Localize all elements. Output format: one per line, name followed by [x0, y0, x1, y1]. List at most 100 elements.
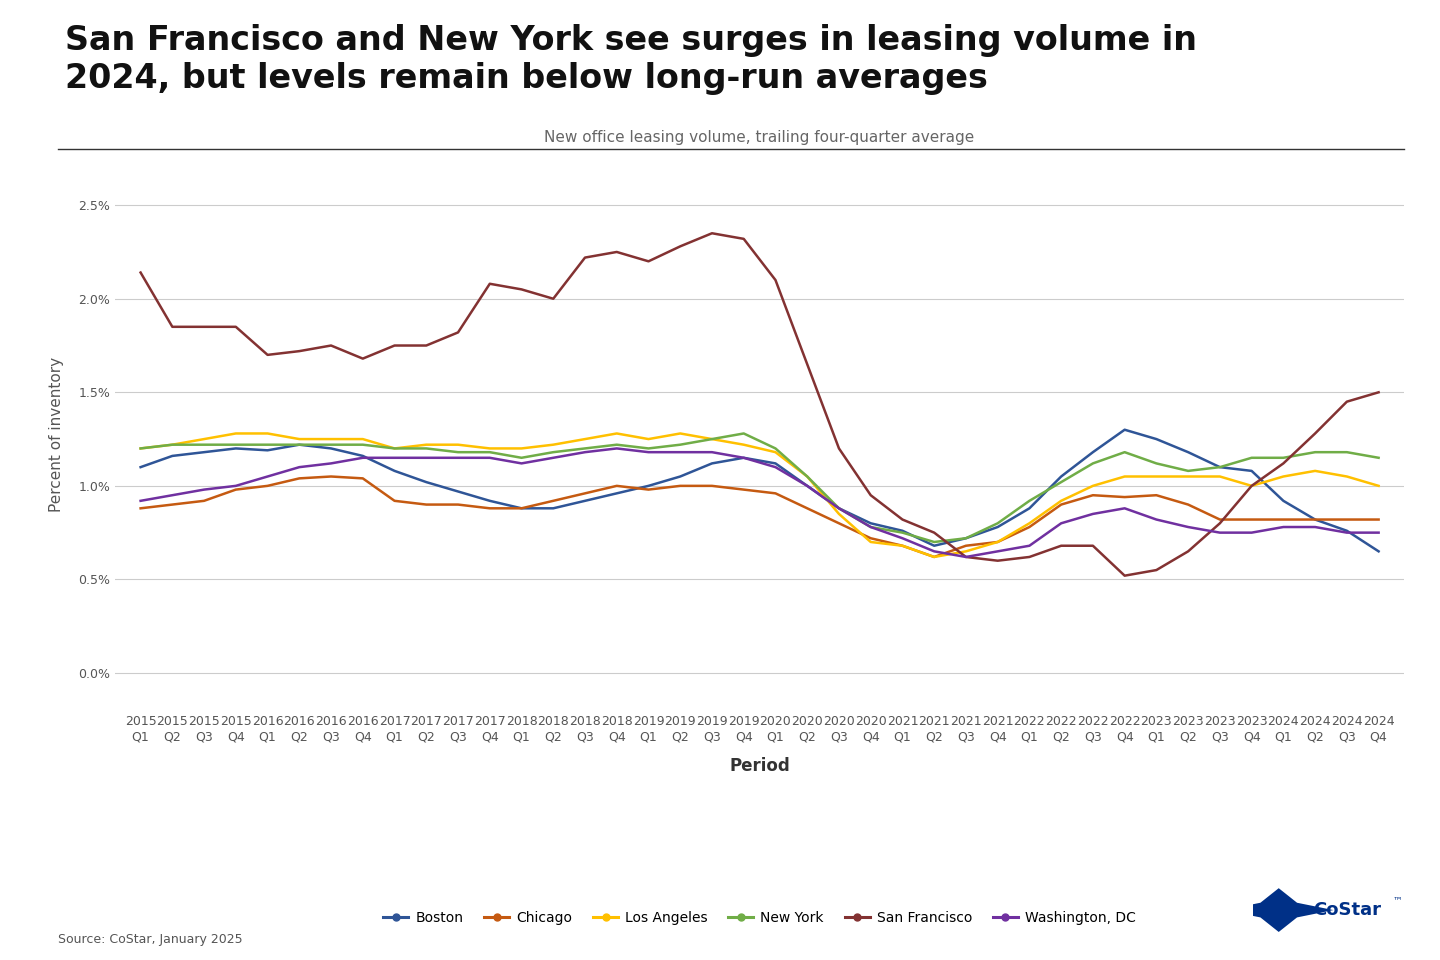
Los Angeles — [132, 443, 150, 454]
Boston — [863, 517, 880, 529]
Chicago — [418, 499, 435, 511]
Chicago — [1116, 492, 1133, 503]
San Francisco — [1338, 396, 1355, 407]
Chicago — [671, 480, 688, 492]
Los Angeles — [1179, 470, 1197, 482]
Boston — [926, 540, 943, 551]
Washington, DC — [768, 462, 785, 473]
New York — [703, 433, 720, 444]
Los Angeles — [1338, 470, 1355, 482]
Boston — [481, 495, 498, 507]
Los Angeles — [576, 433, 593, 444]
Washington, DC — [544, 452, 562, 464]
Los Angeles — [1084, 480, 1102, 492]
San Francisco — [1306, 428, 1323, 440]
Boston — [639, 480, 657, 492]
Washington, DC — [513, 458, 530, 469]
San Francisco — [513, 283, 530, 295]
Washington, DC — [608, 443, 625, 454]
Boston — [703, 458, 720, 469]
Polygon shape — [1224, 888, 1333, 932]
San Francisco — [1179, 545, 1197, 557]
San Francisco — [989, 555, 1007, 566]
San Francisco — [1021, 551, 1038, 563]
Chicago — [799, 502, 816, 514]
Washington, DC — [481, 452, 498, 464]
Boston — [291, 439, 308, 450]
Los Angeles — [703, 433, 720, 444]
Chicago — [1369, 514, 1387, 525]
Chicago — [386, 495, 403, 507]
San Francisco — [196, 321, 213, 332]
Boston — [513, 502, 530, 514]
San Francisco — [639, 255, 657, 267]
Text: Source: CoStar, January 2025: Source: CoStar, January 2025 — [58, 932, 242, 946]
Chicago — [196, 495, 213, 507]
Y-axis label: Percent of inventory: Percent of inventory — [49, 357, 65, 512]
Los Angeles — [1021, 517, 1038, 529]
Los Angeles — [449, 439, 467, 450]
San Francisco — [1084, 540, 1102, 551]
San Francisco — [1053, 540, 1070, 551]
San Francisco — [799, 358, 816, 370]
Washington, DC — [1179, 521, 1197, 533]
Los Angeles — [323, 433, 340, 444]
Boston — [1116, 424, 1133, 436]
San Francisco — [671, 241, 688, 252]
New York — [1053, 476, 1070, 488]
New York — [228, 439, 245, 450]
San Francisco — [926, 527, 943, 539]
Washington, DC — [323, 458, 340, 469]
New York — [768, 443, 785, 454]
Los Angeles — [1116, 470, 1133, 482]
Boston — [799, 480, 816, 492]
Chicago — [1306, 514, 1323, 525]
Washington, DC — [639, 446, 657, 458]
Chicago — [1148, 490, 1165, 501]
Boston — [1338, 525, 1355, 537]
Boston — [1274, 495, 1292, 507]
Washington, DC — [1211, 527, 1228, 539]
New York — [1021, 495, 1038, 507]
San Francisco — [354, 353, 372, 365]
Washington, DC — [831, 502, 848, 514]
New York — [1148, 458, 1165, 469]
San Francisco — [544, 293, 562, 304]
San Francisco — [1148, 564, 1165, 576]
New York — [418, 443, 435, 454]
Washington, DC — [132, 495, 150, 507]
San Francisco — [259, 349, 276, 361]
Washington, DC — [1274, 521, 1292, 533]
Los Angeles — [1274, 470, 1292, 482]
San Francisco — [894, 514, 912, 525]
Boston — [1021, 502, 1038, 514]
Chicago — [544, 495, 562, 507]
New York — [132, 443, 150, 454]
New York — [1274, 452, 1292, 464]
Los Angeles — [1306, 466, 1323, 477]
Chicago — [639, 484, 657, 495]
Boston — [989, 521, 1007, 533]
Boston — [768, 458, 785, 469]
Los Angeles — [639, 433, 657, 444]
San Francisco — [958, 551, 975, 563]
Los Angeles — [418, 439, 435, 450]
Los Angeles — [1243, 480, 1260, 492]
Boston — [449, 486, 467, 497]
New York — [639, 443, 657, 454]
New York — [1338, 446, 1355, 458]
San Francisco — [1116, 570, 1133, 582]
Washington, DC — [989, 545, 1007, 557]
Chicago — [734, 484, 752, 495]
San Francisco — [449, 326, 467, 338]
San Francisco — [768, 275, 785, 286]
Line: San Francisco: San Francisco — [141, 233, 1378, 576]
Washington, DC — [703, 446, 720, 458]
Chicago — [132, 502, 150, 514]
Los Angeles — [734, 439, 752, 450]
Boston — [671, 470, 688, 482]
Los Angeles — [228, 428, 245, 440]
Chicago — [1338, 514, 1355, 525]
New York — [734, 428, 752, 440]
Boston — [1243, 466, 1260, 477]
